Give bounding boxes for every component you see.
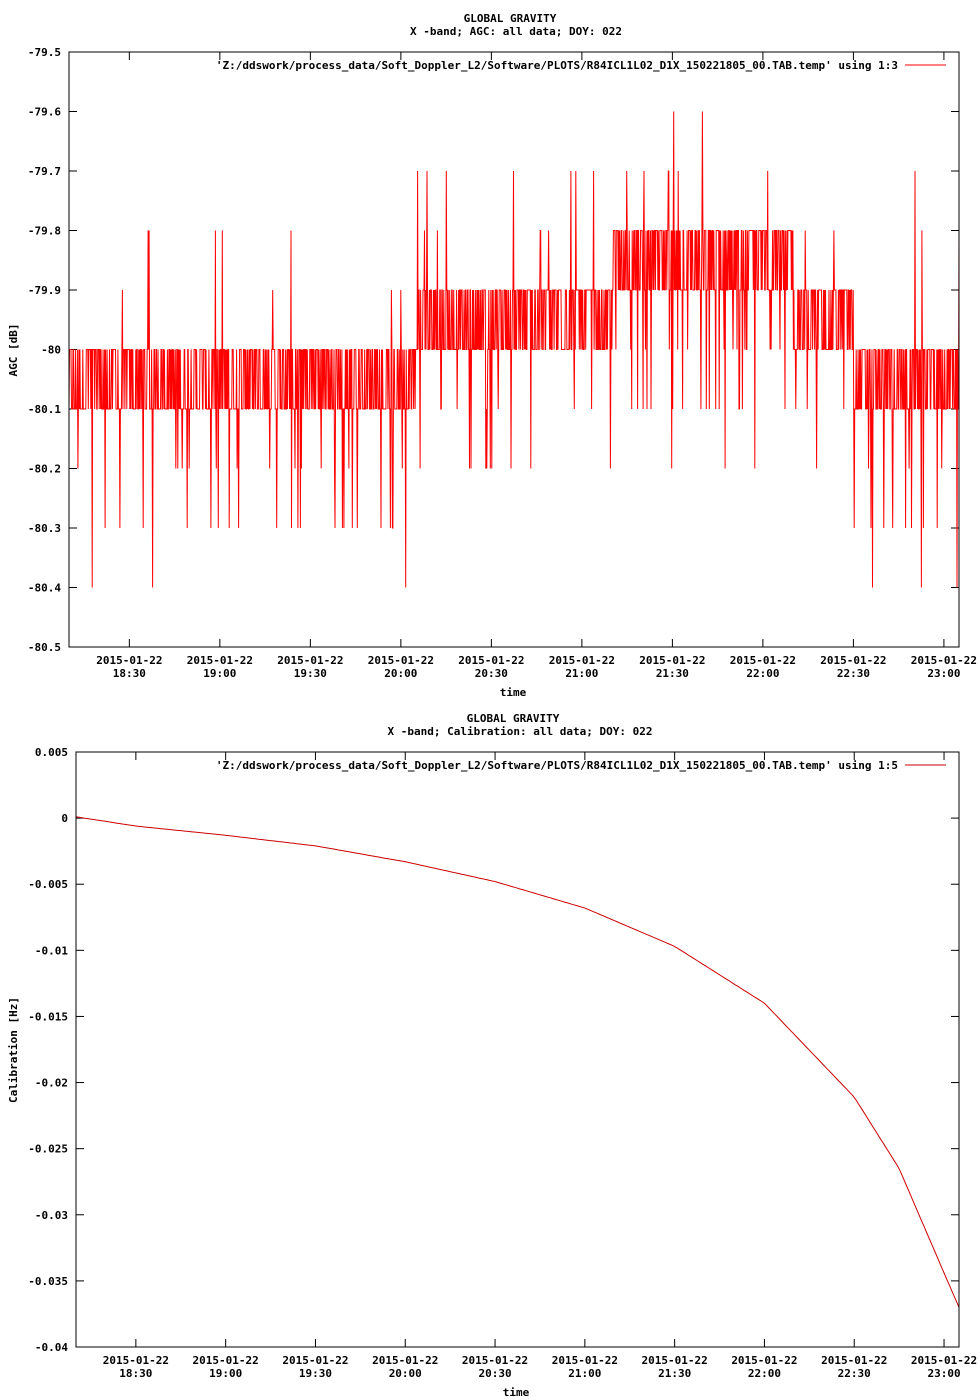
y-tick-label: -79.5 <box>28 46 61 59</box>
x-tick-label-date: 2015-01-22 <box>642 1354 708 1367</box>
x-tick-label-date: 2015-01-22 <box>820 654 886 667</box>
agc-series-line <box>68 111 960 588</box>
x-tick-label-date: 2015-01-22 <box>368 654 434 667</box>
y-tick-label: -0.03 <box>35 1209 68 1222</box>
agc-chart-subtitle: X -band; AGC: all data; DOY: 022 <box>410 25 622 38</box>
x-tick-label-time: 18:30 <box>113 667 146 680</box>
x-tick-label-date: 2015-01-22 <box>911 1354 977 1367</box>
x-tick-label-date: 2015-01-22 <box>96 654 162 667</box>
calibration-legend-label: 'Z:/ddswork/process_data/Soft_Doppler_L2… <box>216 759 898 772</box>
agc-y-axis-label: AGC [dB] <box>7 324 20 377</box>
x-tick-label-time: 21:30 <box>656 667 689 680</box>
x-tick-label-time: 19:00 <box>203 667 236 680</box>
x-tick-label-time: 21:00 <box>568 1367 601 1380</box>
calibration-x-axis-label: time <box>503 1386 530 1399</box>
calibration-y-ticks: 0.005 0 -0.005 -0.01 -0.015 -0.02 -0.025 -0.03 -… <box>28 746 959 1354</box>
y-tick-label: -0.025 <box>28 1143 68 1156</box>
calibration-plot-frame <box>75 751 960 1348</box>
x-tick-label-date: 2015-01-22 <box>639 654 705 667</box>
y-tick-label: -79.9 <box>28 284 61 297</box>
x-tick-label-date: 2015-01-22 <box>821 1354 887 1367</box>
y-tick-label: -79.7 <box>28 165 61 178</box>
x-tick-label-date: 2015-01-22 <box>730 654 796 667</box>
x-tick-label-time: 23:00 <box>927 667 960 680</box>
x-tick-label-time: 22:00 <box>748 1367 781 1380</box>
calibration-series-line <box>75 816 960 1308</box>
y-tick-label: -80.4 <box>28 582 61 595</box>
y-tick-label: -0.035 <box>28 1275 68 1288</box>
x-tick-label-time: 21:30 <box>658 1367 691 1380</box>
x-tick-label-time: 22:00 <box>746 667 779 680</box>
x-tick-label-time: 23:00 <box>927 1367 960 1380</box>
x-tick-label-time: 18:30 <box>119 1367 152 1380</box>
y-tick-label: -0.02 <box>35 1077 68 1090</box>
agc-x-axis-label: time <box>500 686 527 699</box>
y-tick-label: -0.005 <box>28 878 68 891</box>
x-tick-label-time: 21:00 <box>565 667 598 680</box>
y-tick-label: 0.005 <box>35 746 68 759</box>
x-tick-label-time: 20:30 <box>475 667 508 680</box>
y-tick-label: -0.015 <box>28 1010 68 1023</box>
x-tick-label-date: 2015-01-22 <box>549 654 615 667</box>
y-tick-label: -0.01 <box>35 944 68 957</box>
x-tick-label-time: 20:30 <box>478 1367 511 1380</box>
agc-x-ticks: 2015-01-2218:302015-01-2219:002015-01-22… <box>96 52 977 680</box>
y-tick-label: -80.2 <box>28 463 61 476</box>
x-tick-label-date: 2015-01-22 <box>462 1354 528 1367</box>
calibration-chart-title: GLOBAL GRAVITY <box>467 712 560 725</box>
x-tick-label-date: 2015-01-22 <box>103 1354 169 1367</box>
y-tick-label: -79.8 <box>28 225 61 238</box>
calibration-chart: GLOBAL GRAVITY X -band; Calibration: all… <box>7 712 977 1399</box>
y-tick-label: -79.6 <box>28 106 61 119</box>
y-tick-label: -80.3 <box>28 522 61 535</box>
agc-chart: GLOBAL GRAVITY X -band; AGC: all data; D… <box>7 12 977 699</box>
x-tick-label-time: 20:00 <box>389 1367 422 1380</box>
x-tick-label-date: 2015-01-22 <box>458 654 524 667</box>
y-tick-label: -80 <box>41 344 61 357</box>
x-tick-label-date: 2015-01-22 <box>552 1354 618 1367</box>
x-tick-label-date: 2015-01-22 <box>282 1354 348 1367</box>
y-tick-label: -80.5 <box>28 641 61 654</box>
x-tick-label-date: 2015-01-22 <box>277 654 343 667</box>
x-tick-label-date: 2015-01-22 <box>193 1354 259 1367</box>
agc-plot-frame <box>68 51 960 648</box>
y-tick-label: 0 <box>61 812 68 825</box>
x-tick-label-time: 22:30 <box>837 667 870 680</box>
x-tick-label-date: 2015-01-22 <box>187 654 253 667</box>
x-tick-label-date: 2015-01-22 <box>731 1354 797 1367</box>
agc-chart-title: GLOBAL GRAVITY <box>464 12 557 25</box>
calibration-x-ticks: 2015-01-2218:302015-01-2219:002015-01-22… <box>103 752 977 1380</box>
x-tick-label-time: 19:00 <box>209 1367 242 1380</box>
x-tick-label-time: 19:30 <box>299 1367 332 1380</box>
calibration-chart-subtitle: X -band; Calibration: all data; DOY: 022 <box>388 725 653 738</box>
x-tick-label-date: 2015-01-22 <box>911 654 977 667</box>
x-tick-label-time: 22:30 <box>838 1367 871 1380</box>
x-tick-label-time: 19:30 <box>294 667 327 680</box>
y-tick-label: -0.04 <box>35 1341 68 1354</box>
y-tick-label: -80.1 <box>28 403 61 416</box>
calibration-y-axis-label: Calibration [Hz] <box>7 997 20 1103</box>
agc-legend-label: 'Z:/ddswork/process_data/Soft_Doppler_L2… <box>216 59 898 72</box>
x-tick-label-date: 2015-01-22 <box>372 1354 438 1367</box>
x-tick-label-time: 20:00 <box>384 667 417 680</box>
